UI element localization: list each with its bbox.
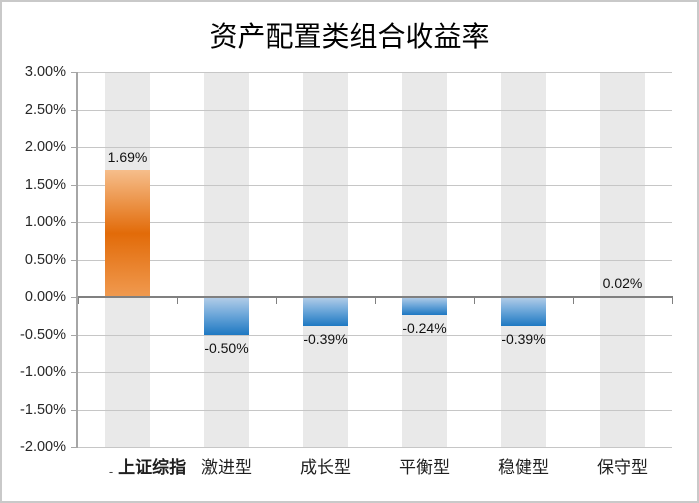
- data-label: 0.02%: [602, 274, 643, 291]
- gridline: [78, 259, 672, 261]
- bar-上证综指: [105, 170, 150, 297]
- data-label: -0.50%: [204, 339, 249, 356]
- y-axis-label: 3.00%: [24, 64, 66, 80]
- y-axis-label: -2.00%: [20, 439, 66, 455]
- data-label: -0.24%: [402, 320, 447, 336]
- y-axis-tick: [71, 259, 78, 261]
- y-axis-label: -1.00%: [20, 364, 66, 380]
- gridline: [78, 147, 672, 148]
- y-axis-tick: [71, 109, 78, 111]
- y-axis-tick: [71, 297, 78, 298]
- x-axis-tick: [177, 298, 178, 304]
- x-axis-tick: [78, 298, 79, 304]
- y-axis-label: -1.50%: [20, 401, 66, 418]
- category-label: 激进型: [201, 458, 252, 477]
- category-label: 保守型: [597, 458, 648, 477]
- gridline: [78, 409, 672, 411]
- x-axis-tick: [672, 298, 673, 304]
- y-axis-label: 2.00%: [24, 139, 66, 155]
- y-axis-label: 1.50%: [24, 176, 66, 193]
- data-label: 1.69%: [107, 149, 148, 166]
- x-axis-zero-line: [78, 296, 673, 298]
- y-axis-label: 0.00%: [24, 289, 66, 305]
- y-axis-label: 1.00%: [24, 214, 66, 230]
- x-axis-tick: [276, 298, 277, 304]
- category-label: 平衡型: [399, 458, 450, 477]
- x-axis-tick: [474, 298, 475, 304]
- y-axis-tick: [71, 147, 78, 148]
- y-axis-tick: [71, 409, 78, 411]
- y-axis-tick: [71, 372, 78, 373]
- bar-稳健型: [501, 297, 546, 327]
- y-axis-label: 2.50%: [24, 101, 66, 118]
- gridline: [78, 334, 672, 336]
- gridline: [78, 109, 672, 111]
- y-axis-tick: [71, 222, 78, 223]
- bar-激进型: [204, 297, 249, 335]
- y-axis-tick: [71, 447, 78, 448]
- category-label: 稳健型: [498, 458, 549, 477]
- data-label: -0.39%: [303, 331, 348, 348]
- gridline: [78, 184, 672, 186]
- y-axis-tick: [71, 72, 78, 73]
- gridline: [78, 372, 672, 373]
- gridline: [78, 447, 672, 448]
- bar-平衡型: [402, 297, 447, 315]
- category-label-box: - 上证综指: [101, 456, 194, 484]
- y-axis-line: [76, 72, 78, 447]
- y-axis-tick: [71, 184, 78, 186]
- y-axis-label: 0.50%: [24, 251, 66, 268]
- first-label-prefix: -: [108, 464, 114, 479]
- x-axis-tick: [573, 298, 574, 304]
- y-axis-label: -0.50%: [20, 326, 66, 343]
- y-axis-tick: [71, 334, 78, 336]
- chart-title: 资产配置类组合收益率: [209, 21, 490, 52]
- gridline: [78, 222, 672, 223]
- category-label: 上证综指: [118, 458, 187, 478]
- x-axis-tick: [375, 298, 376, 304]
- category-label: 成长型: [300, 458, 351, 477]
- data-label: -0.39%: [501, 331, 546, 348]
- gridline: [78, 72, 672, 73]
- bar-成长型: [303, 297, 348, 327]
